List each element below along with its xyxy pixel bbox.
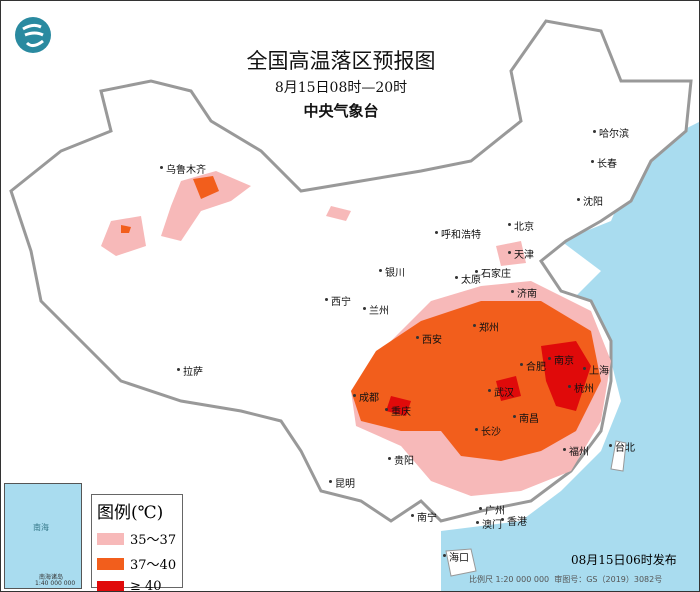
legend-swatch [97, 557, 124, 570]
legend-item: 35～37 [97, 529, 182, 548]
heat-zone-xinjiang-37-40 [121, 176, 219, 233]
city-label: 天津 [508, 246, 534, 261]
taiwan [610, 440, 627, 472]
city-label: 济南 [511, 285, 537, 300]
legend-title: 图例(℃) [97, 503, 164, 523]
heat-zone-40 [386, 341, 591, 416]
city-label: 兰州 [363, 302, 389, 317]
city-label: 台北 [609, 439, 635, 454]
city-label: 福州 [563, 443, 589, 458]
city-label: 呼和浩特 [435, 226, 481, 241]
legend-label: 37～40 [130, 558, 177, 573]
cma-logo-icon [15, 17, 51, 53]
city-label: 南昌 [513, 410, 539, 425]
map-title: 全国高温落区预报图 [246, 49, 436, 73]
city-label: 重庆 [385, 403, 411, 418]
issuer: 中央气象台 [303, 102, 379, 120]
city-label: 拉萨 [177, 363, 203, 378]
city-label: 澳门 [476, 516, 502, 531]
city-label: 香港 [501, 513, 527, 528]
heat-zone-37-40 [351, 301, 601, 461]
city-label: 南宁 [411, 509, 437, 524]
sea [441, 122, 699, 591]
city-label: 杭州 [568, 380, 594, 395]
city-label: 武汉 [488, 384, 514, 399]
legend-item: 37～40 [97, 554, 182, 573]
city-label: 沈阳 [577, 193, 603, 208]
legend-swatch [97, 580, 124, 591]
city-label: 银川 [379, 264, 405, 279]
legend: 图例(℃) 35～37 37～40 ≥ 40 [91, 494, 183, 591]
city-label: 广州 [479, 502, 505, 517]
city-label: 合肥 [520, 358, 546, 373]
south-china-sea-inset: 南海 南海诸岛 1:40 000 000 [4, 483, 82, 589]
hainan [445, 548, 477, 577]
city-label: 哈尔滨 [593, 125, 629, 140]
issue-time: 08月15日06时发布 [571, 553, 677, 567]
city-label: 北京 [508, 218, 534, 233]
city-label: 太原 [455, 271, 481, 286]
city-label: 昆明 [329, 475, 355, 490]
legend-label: 35～37 [130, 533, 177, 548]
city-label: 上海 [583, 362, 609, 377]
legend-swatch [97, 532, 124, 545]
city-label: 南京 [548, 352, 574, 367]
inset-scale: 1:40 000 000 [35, 580, 76, 587]
city-label: 长春 [591, 155, 617, 170]
inset-label: 南海诸岛 [39, 574, 64, 581]
city-label: 西安 [416, 331, 442, 346]
city-label: 石家庄 [475, 265, 511, 280]
legend-label: ≥ 40 [130, 579, 162, 592]
city-label: 成都 [353, 389, 379, 404]
city-label: 郑州 [473, 319, 499, 334]
legend-item: ≥ 40 [97, 579, 182, 592]
city-label: 西宁 [325, 293, 351, 308]
city-label: 贵阳 [388, 452, 414, 467]
approval-text: 审图号：GS（2019）3082号 [554, 575, 663, 584]
city-label: 长沙 [475, 423, 501, 438]
city-label: 海口 [443, 549, 469, 564]
city-label: 乌鲁木齐 [160, 161, 206, 176]
scale-text: 比例尺 1:20 000 000 [469, 575, 550, 584]
time-range: 8月15日08时—20时 [274, 80, 408, 96]
scale-approval: 比例尺 1:20 000 000 审图号：GS（2019）3082号 [469, 574, 662, 585]
inset-sea-label: 南海 [33, 523, 49, 532]
